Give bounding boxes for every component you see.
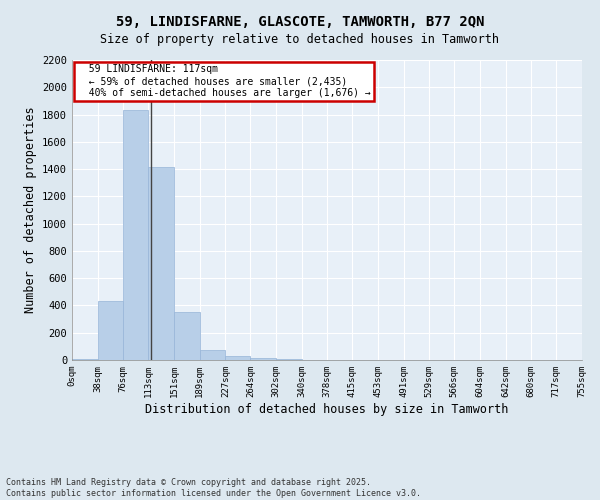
Text: 59, LINDISFARNE, GLASCOTE, TAMWORTH, B77 2QN: 59, LINDISFARNE, GLASCOTE, TAMWORTH, B77… [116,15,484,29]
Bar [250,358,276,360]
Bar [72,358,98,360]
Bar [174,312,200,360]
Text: 59 LINDISFARNE: 117sqm
  ← 59% of detached houses are smaller (2,435)
  40% of s: 59 LINDISFARNE: 117sqm ← 59% of detached… [77,64,371,98]
Y-axis label: Number of detached properties: Number of detached properties [23,106,37,314]
Bar [200,350,226,360]
Bar [148,167,174,360]
Bar [98,302,124,360]
Bar [124,110,148,360]
X-axis label: Distribution of detached houses by size in Tamworth: Distribution of detached houses by size … [145,402,509,415]
Text: Contains HM Land Registry data © Crown copyright and database right 2025.
Contai: Contains HM Land Registry data © Crown c… [6,478,421,498]
Text: Size of property relative to detached houses in Tamworth: Size of property relative to detached ho… [101,32,499,46]
Bar [226,356,250,360]
